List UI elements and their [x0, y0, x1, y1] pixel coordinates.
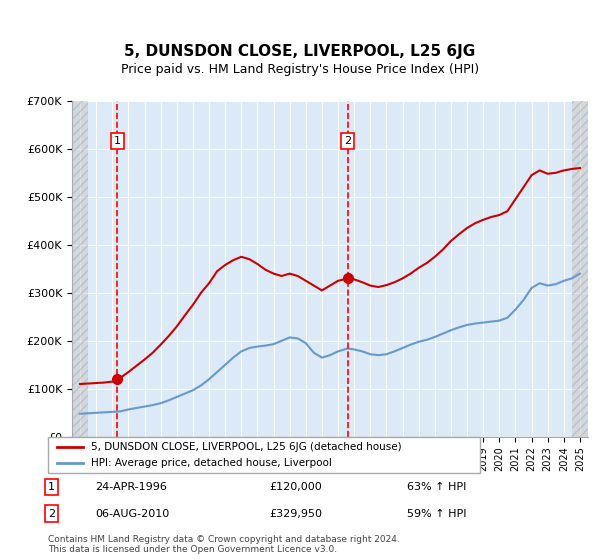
Text: 1: 1: [48, 482, 55, 492]
Text: 06-AUG-2010: 06-AUG-2010: [95, 509, 170, 519]
Text: 2: 2: [48, 509, 55, 519]
Text: 2: 2: [344, 136, 351, 146]
Text: 1: 1: [114, 136, 121, 146]
Text: 24-APR-1996: 24-APR-1996: [95, 482, 167, 492]
Text: Price paid vs. HM Land Registry's House Price Index (HPI): Price paid vs. HM Land Registry's House …: [121, 63, 479, 76]
Text: 5, DUNSDON CLOSE, LIVERPOOL, L25 6JG: 5, DUNSDON CLOSE, LIVERPOOL, L25 6JG: [124, 44, 476, 59]
Text: 63% ↑ HPI: 63% ↑ HPI: [407, 482, 466, 492]
FancyBboxPatch shape: [48, 437, 480, 473]
Text: HPI: Average price, detached house, Liverpool: HPI: Average price, detached house, Live…: [91, 458, 332, 468]
Bar: [72, 101, 88, 437]
Text: £120,000: £120,000: [270, 482, 323, 492]
Text: £329,950: £329,950: [270, 509, 323, 519]
Text: Contains HM Land Registry data © Crown copyright and database right 2024.
This d: Contains HM Land Registry data © Crown c…: [48, 535, 400, 554]
Text: 59% ↑ HPI: 59% ↑ HPI: [407, 509, 467, 519]
Text: 5, DUNSDON CLOSE, LIVERPOOL, L25 6JG (detached house): 5, DUNSDON CLOSE, LIVERPOOL, L25 6JG (de…: [91, 442, 402, 452]
Bar: [572, 101, 588, 437]
